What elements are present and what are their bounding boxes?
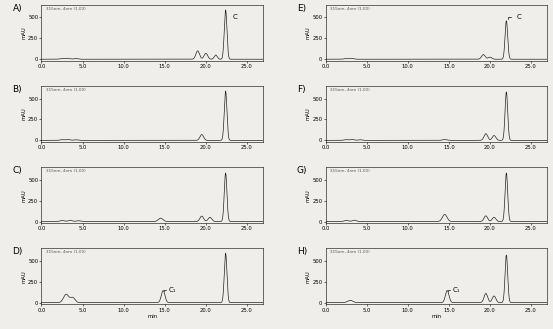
Y-axis label: mAU: mAU — [22, 27, 27, 39]
Text: H): H) — [297, 247, 307, 256]
X-axis label: min: min — [431, 314, 441, 319]
Text: 315nm, 4nm (1.00): 315nm, 4nm (1.00) — [46, 169, 86, 173]
Y-axis label: mAU: mAU — [306, 108, 311, 120]
Y-axis label: mAU: mAU — [22, 189, 27, 202]
Text: 315nm, 4nm (1.00): 315nm, 4nm (1.00) — [330, 250, 370, 254]
Text: 315nm, 4nm (1.00): 315nm, 4nm (1.00) — [46, 250, 86, 254]
Text: 315nm, 4nm (1.00): 315nm, 4nm (1.00) — [330, 88, 370, 92]
Text: C₁: C₁ — [164, 287, 176, 293]
Text: F): F) — [297, 85, 305, 94]
Text: C: C — [227, 14, 237, 20]
Text: 315nm, 4nm (1.00): 315nm, 4nm (1.00) — [330, 7, 370, 11]
Text: D): D) — [13, 247, 23, 256]
Text: B): B) — [13, 85, 22, 94]
Y-axis label: mAU: mAU — [22, 270, 27, 283]
Y-axis label: mAU: mAU — [22, 108, 27, 120]
Text: A): A) — [13, 4, 22, 13]
X-axis label: min: min — [148, 314, 158, 319]
Text: C): C) — [13, 166, 22, 175]
Y-axis label: mAU: mAU — [306, 189, 311, 202]
Text: 315nm, 4nm (1.00): 315nm, 4nm (1.00) — [330, 169, 370, 173]
Text: E): E) — [297, 4, 306, 13]
Y-axis label: mAU: mAU — [306, 270, 311, 283]
Y-axis label: mAU: mAU — [306, 27, 311, 39]
Text: 315nm, 4nm (1.00): 315nm, 4nm (1.00) — [46, 88, 86, 92]
Text: 315nm, 4nm (1.00): 315nm, 4nm (1.00) — [46, 7, 86, 11]
Text: C₁: C₁ — [448, 287, 461, 293]
Text: G): G) — [297, 166, 307, 175]
Text: C: C — [508, 14, 521, 20]
